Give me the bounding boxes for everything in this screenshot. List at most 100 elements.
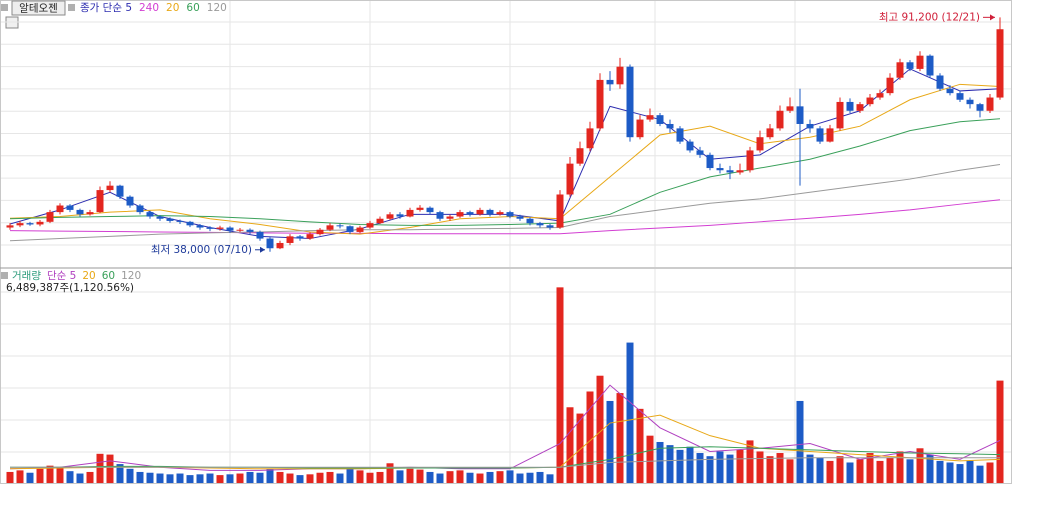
volume-bar xyxy=(366,472,374,483)
candle-body xyxy=(656,115,664,124)
candle-body xyxy=(896,62,904,78)
volume-bar xyxy=(746,440,754,483)
volume-bar xyxy=(996,380,1004,483)
marker xyxy=(68,4,75,11)
legend-entry: 단순 5 xyxy=(47,270,76,282)
legend-entry: 120 xyxy=(207,2,227,14)
volume-bar xyxy=(576,413,584,483)
candle-body xyxy=(976,104,984,111)
volume-bar xyxy=(26,472,34,483)
candle-body xyxy=(176,220,184,222)
candle-body xyxy=(16,223,24,226)
candle-body xyxy=(676,128,684,142)
candle-body xyxy=(796,106,804,124)
volume-bar xyxy=(76,473,84,483)
candle-body xyxy=(186,221,194,226)
volume-bar xyxy=(256,472,264,483)
volume-bar xyxy=(626,342,634,483)
volume-bar xyxy=(426,471,434,483)
candle-body xyxy=(606,79,614,85)
volume-bar xyxy=(806,454,814,483)
annotation-high: 최고 91,200 (12/21) xyxy=(879,11,980,23)
volume-bar xyxy=(456,470,464,483)
candle-body xyxy=(766,128,774,138)
volume-bar xyxy=(956,464,964,483)
candle-body xyxy=(196,225,204,228)
candle-body xyxy=(36,221,44,225)
candle-body xyxy=(776,110,784,129)
volume-bar xyxy=(936,460,944,483)
candle-body xyxy=(446,216,454,219)
candle-body xyxy=(746,150,754,171)
volume-bar xyxy=(716,451,724,483)
volume-bar xyxy=(846,462,854,483)
candle-body xyxy=(826,128,834,142)
volume-bar xyxy=(246,471,254,483)
plot-frame xyxy=(0,0,1012,484)
volume-bar xyxy=(306,474,314,483)
candle-body xyxy=(276,242,284,249)
legend-entry: 20 xyxy=(82,270,95,282)
volume-bar xyxy=(656,441,664,483)
volume-bar xyxy=(526,472,534,483)
candle-body xyxy=(936,75,944,89)
volume-bar xyxy=(16,470,24,483)
candle-body xyxy=(866,97,874,105)
volume-bar xyxy=(676,449,684,483)
moving-average xyxy=(9,164,1001,242)
legend-entry: 20 xyxy=(166,2,179,14)
candle-body xyxy=(136,205,144,213)
volume-bar xyxy=(726,454,734,483)
volume-bar xyxy=(706,456,714,483)
candle-body xyxy=(356,227,364,232)
candle-body xyxy=(876,93,884,98)
volume-bar xyxy=(916,448,924,483)
volume-bar xyxy=(566,407,574,483)
volume-bar xyxy=(46,465,54,483)
volume-bar xyxy=(416,469,424,483)
annotation-arrowhead xyxy=(260,246,265,253)
volume-bar xyxy=(966,460,974,483)
volume-bar xyxy=(346,468,354,483)
candle-body xyxy=(426,207,434,213)
candle-body xyxy=(886,77,894,94)
volume-bar xyxy=(386,463,394,483)
moving-average xyxy=(10,457,1000,468)
candle-body xyxy=(486,209,494,215)
volume-bar xyxy=(406,468,414,483)
candle-body xyxy=(246,229,254,232)
candle-body xyxy=(456,212,464,217)
candle-body xyxy=(506,212,514,217)
candle-body xyxy=(836,101,844,129)
candle-body xyxy=(546,225,554,228)
volume-bar xyxy=(766,456,774,483)
volume-bar xyxy=(186,475,194,483)
volume-bar xyxy=(896,451,904,483)
candle-body xyxy=(686,141,694,151)
candle-body xyxy=(706,154,714,169)
volume-bar xyxy=(756,451,764,483)
candle-body xyxy=(56,205,64,213)
candle-body xyxy=(306,234,314,239)
stock-name-box[interactable] xyxy=(11,0,66,16)
candle-body xyxy=(116,185,124,197)
candle-body xyxy=(786,106,794,111)
volume-bar xyxy=(546,474,554,483)
candle-body xyxy=(26,223,34,225)
candle-body xyxy=(566,163,574,195)
volume-bar xyxy=(486,471,494,483)
candle-body xyxy=(986,97,994,111)
candle-body xyxy=(316,229,324,235)
candle-body xyxy=(496,212,504,215)
volume-bar xyxy=(636,408,644,483)
grid xyxy=(1,1,1011,483)
volume-bar xyxy=(56,467,64,483)
candle-body xyxy=(66,205,74,210)
volume-bar xyxy=(616,393,624,483)
volume-bar xyxy=(96,453,104,483)
candle-body xyxy=(756,137,764,151)
candle-body xyxy=(716,168,724,171)
volume-bar xyxy=(946,462,954,483)
candle-body xyxy=(946,88,954,94)
volume-bar xyxy=(106,454,114,483)
